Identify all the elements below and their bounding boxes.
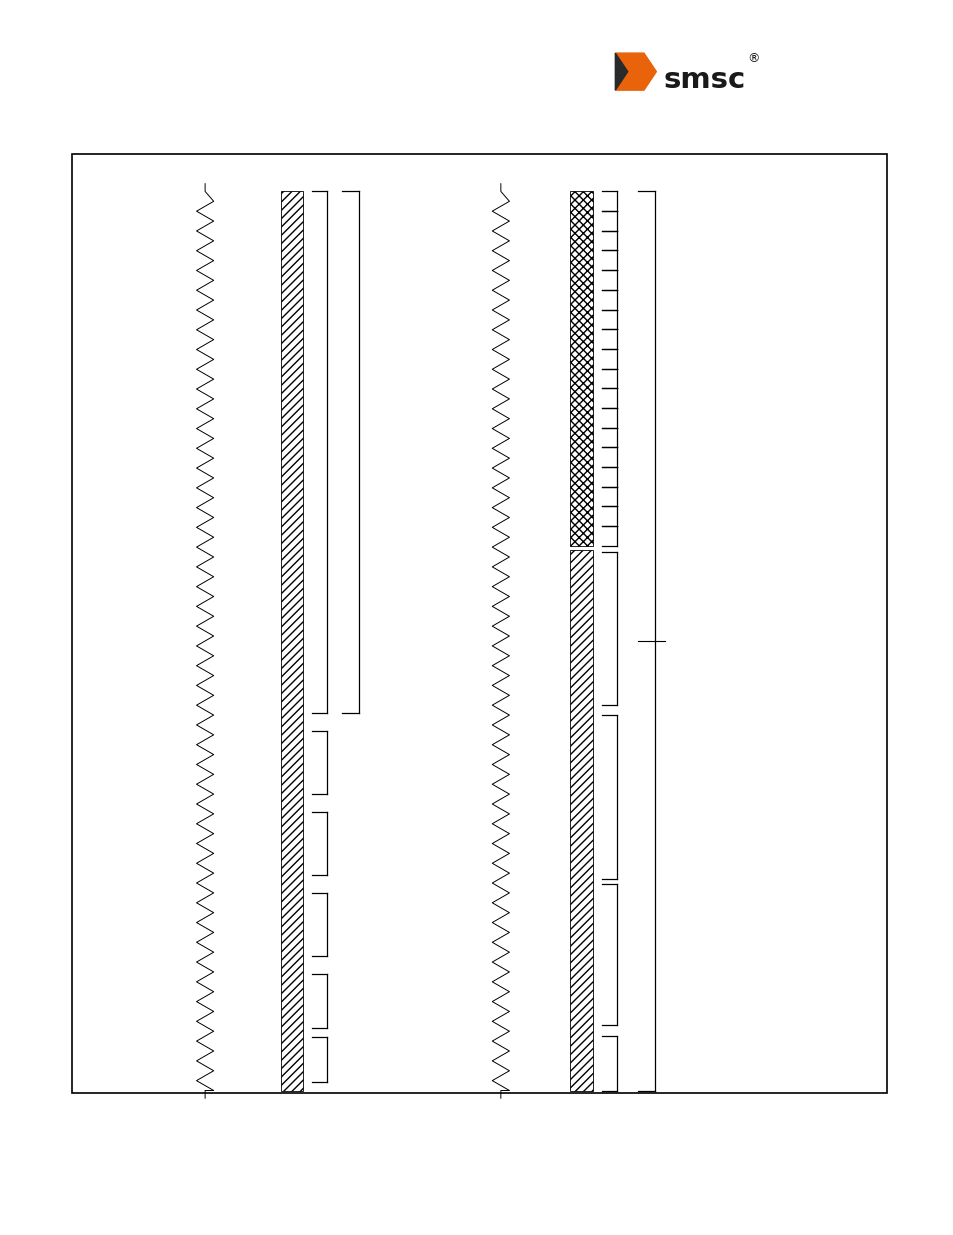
Polygon shape bbox=[615, 53, 627, 90]
Bar bbox=[71, 154, 886, 1093]
Text: ®: ® bbox=[746, 52, 759, 64]
Bar bbox=[570, 550, 593, 1091]
Text: smsc: smsc bbox=[662, 67, 744, 94]
Bar bbox=[281, 191, 303, 1091]
Polygon shape bbox=[615, 53, 656, 90]
Bar bbox=[570, 191, 593, 546]
